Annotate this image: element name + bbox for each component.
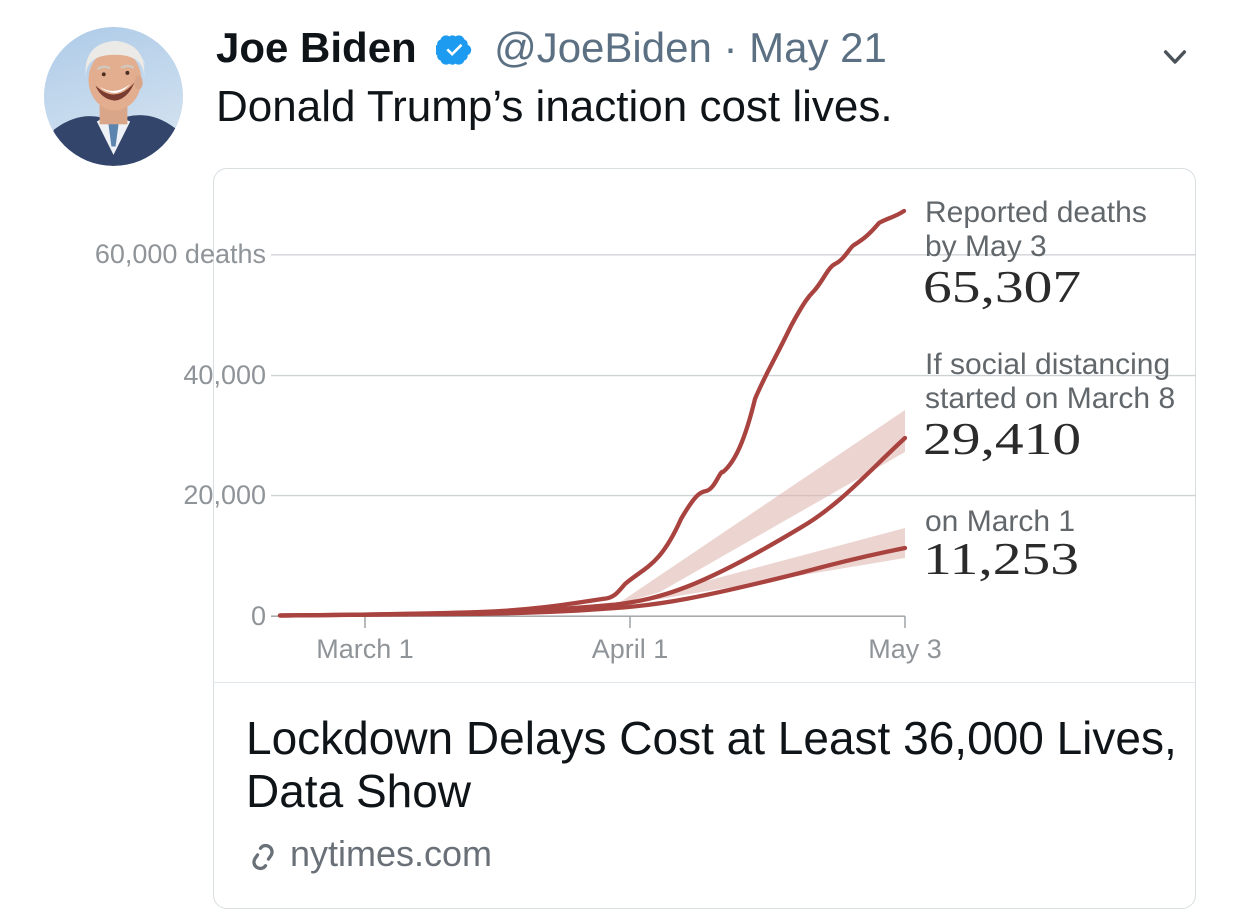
svg-text:March 1: March 1 [316, 634, 414, 664]
svg-text:April 1: April 1 [592, 634, 669, 664]
svg-text:0: 0 [251, 601, 266, 631]
svg-text:May 3: May 3 [868, 634, 942, 664]
svg-text:20,000: 20,000 [183, 480, 266, 510]
svg-text:40,000: 40,000 [183, 360, 266, 390]
svg-text:60,000 deaths: 60,000 deaths [95, 239, 266, 269]
